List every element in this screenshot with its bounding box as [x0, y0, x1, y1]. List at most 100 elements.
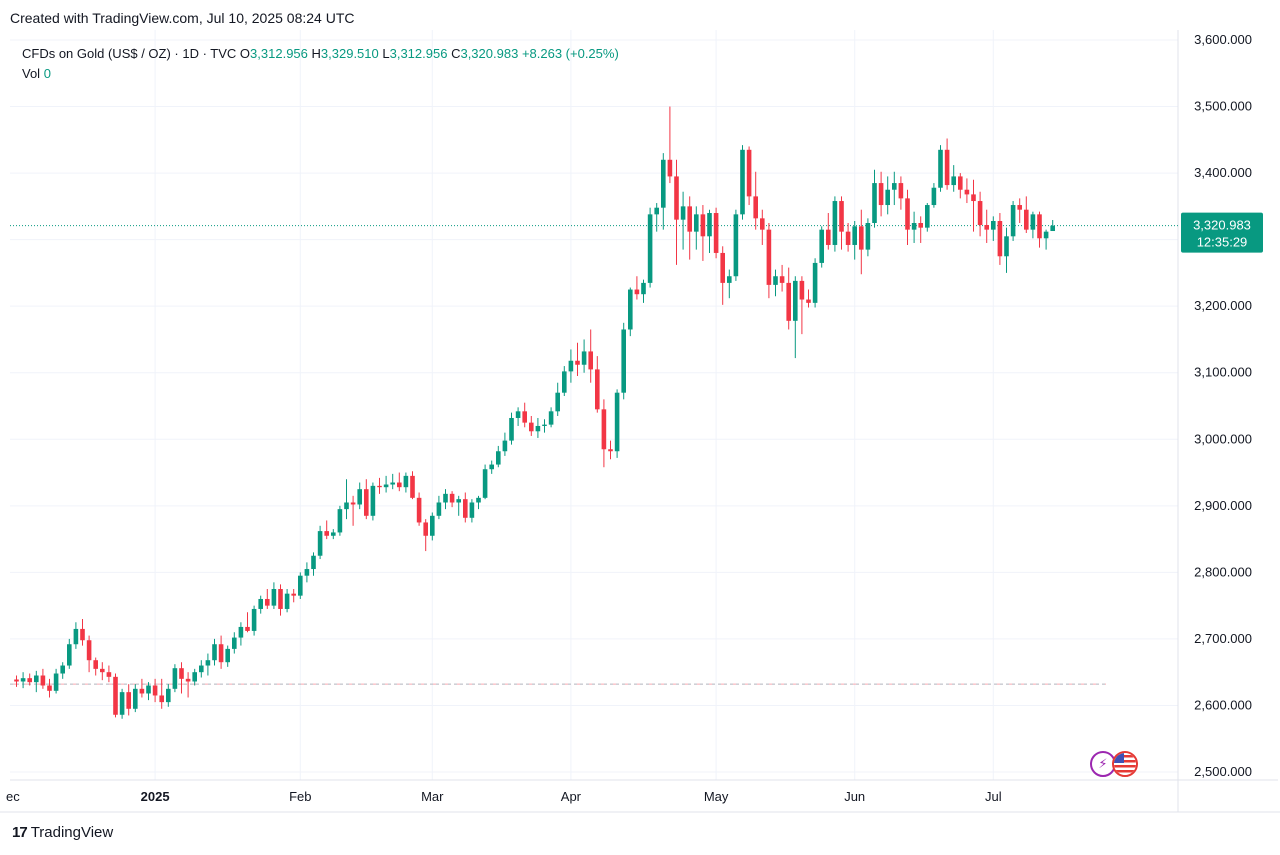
us-flag-icon[interactable] [1112, 751, 1138, 777]
candle-body[interactable] [397, 482, 402, 488]
candle-body[interactable] [449, 493, 455, 503]
candle-body[interactable] [555, 392, 560, 412]
candle-body[interactable] [245, 626, 250, 631]
candle-body[interactable] [337, 509, 343, 533]
candle-body[interactable] [1030, 214, 1036, 230]
candle-body[interactable] [238, 626, 244, 638]
candle-body[interactable] [911, 223, 917, 230]
candle-body[interactable] [159, 695, 164, 703]
candle-body[interactable] [575, 360, 580, 365]
candle-body[interactable] [766, 229, 772, 285]
candle-body[interactable] [423, 522, 428, 536]
candle-body[interactable] [179, 668, 184, 679]
candle-body[interactable] [845, 231, 851, 245]
candle-body[interactable] [707, 213, 712, 237]
candle-body[interactable] [67, 644, 72, 666]
candle-body[interactable] [100, 668, 105, 673]
candle-body[interactable] [225, 648, 230, 663]
candle-body[interactable] [73, 628, 79, 645]
candle-body[interactable] [958, 176, 963, 190]
candle-body[interactable] [119, 692, 125, 715]
candle-body[interactable] [199, 665, 204, 673]
candle-body[interactable] [133, 688, 138, 709]
candle-body[interactable] [324, 531, 329, 536]
candle-body[interactable] [905, 198, 910, 230]
candle-body[interactable] [654, 207, 659, 215]
candle-body[interactable] [232, 637, 237, 649]
candle-body[interactable] [1010, 205, 1016, 237]
candle-body[interactable] [799, 280, 805, 300]
candle-body[interactable] [298, 575, 303, 596]
candle-body[interactable] [614, 392, 620, 452]
candle-body[interactable] [390, 482, 395, 485]
candle-body[interactable] [608, 449, 613, 452]
candle-body[interactable] [1024, 209, 1029, 230]
candle-body[interactable] [311, 555, 316, 570]
candle-body[interactable] [20, 678, 26, 682]
candle-body[interactable] [667, 159, 673, 177]
candle-body[interactable] [793, 280, 798, 321]
candle-body[interactable] [489, 464, 494, 470]
candle-body[interactable] [991, 221, 996, 230]
candle-body[interactable] [865, 223, 871, 250]
candle-body[interactable] [595, 369, 600, 410]
candle-body[interactable] [720, 252, 725, 283]
candle-body[interactable] [370, 485, 376, 516]
candle-body[interactable] [529, 422, 534, 432]
candle-body[interactable] [106, 672, 112, 677]
candle-body[interactable] [205, 660, 211, 666]
candle-body[interactable] [661, 159, 666, 208]
candle-body[interactable] [218, 644, 224, 663]
candle-body[interactable] [694, 214, 699, 232]
candle-body[interactable] [997, 221, 1003, 257]
candle-body[interactable] [944, 149, 950, 186]
candle-body[interactable] [806, 299, 811, 303]
candle-body[interactable] [416, 497, 422, 523]
candle-body[interactable] [542, 424, 547, 426]
candle-body[interactable] [812, 262, 818, 303]
candle-body[interactable] [839, 201, 844, 232]
candle-body[interactable] [1037, 214, 1042, 239]
candle-body[interactable] [826, 229, 831, 245]
candle-body[interactable] [621, 329, 626, 393]
candle-body[interactable] [925, 205, 930, 228]
candle-body[interactable] [212, 644, 217, 661]
candle-body[interactable] [562, 371, 567, 393]
candle-body[interactable] [773, 276, 778, 285]
candle-body[interactable] [331, 532, 336, 536]
candle-body[interactable] [1050, 225, 1055, 232]
candle-body[interactable] [430, 515, 435, 536]
candle-body[interactable] [641, 282, 646, 295]
candle-body[interactable] [548, 411, 554, 425]
candle-body[interactable] [278, 589, 283, 609]
candle-body[interactable] [383, 484, 389, 488]
candle-body[interactable] [47, 685, 52, 691]
candle-body[interactable] [60, 665, 65, 674]
candle-body[interactable] [482, 469, 488, 498]
candle-body[interactable] [80, 628, 85, 641]
candle-body[interactable] [753, 196, 758, 219]
candle-body[interactable] [931, 187, 937, 206]
candle-body[interactable] [601, 409, 607, 450]
candle-body[interactable] [350, 502, 356, 505]
candle-body[interactable] [344, 502, 349, 510]
candle-body[interactable] [918, 223, 923, 228]
candle-body[interactable] [304, 569, 310, 576]
candle-body[interactable] [258, 598, 263, 609]
candle-body[interactable] [139, 688, 145, 694]
candle-body[interactable] [456, 499, 461, 503]
candle-body[interactable] [469, 502, 475, 518]
candle-body[interactable] [364, 489, 369, 516]
candle-body[interactable] [271, 589, 277, 606]
candle-body[interactable] [53, 673, 59, 691]
candle-body[interactable] [443, 493, 448, 503]
candle-body[interactable] [581, 351, 587, 365]
candle-body[interactable] [509, 417, 514, 441]
candle-body[interactable] [977, 201, 983, 225]
candle-body[interactable] [733, 214, 739, 277]
candle-body[interactable] [152, 685, 158, 696]
candle-body[interactable] [463, 499, 468, 518]
candle-body[interactable] [126, 692, 131, 709]
candle-body[interactable] [588, 351, 593, 370]
